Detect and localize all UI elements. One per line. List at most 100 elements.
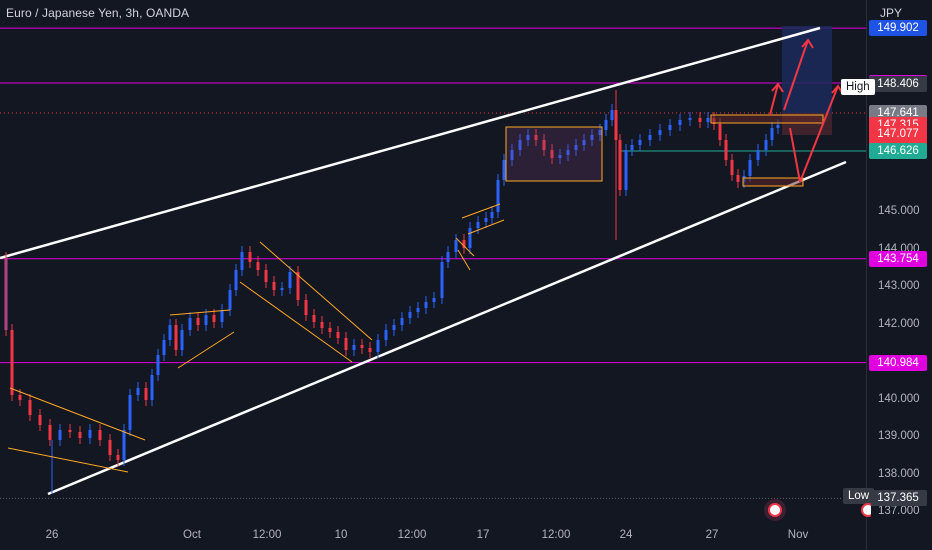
candle (360, 345, 364, 348)
candle (320, 322, 324, 328)
candle (408, 312, 412, 318)
time-axis-label: 12:00 (397, 529, 427, 541)
candle (304, 300, 308, 315)
price-axis-label: 143.000 (878, 280, 920, 292)
candle (220, 310, 224, 322)
projection-box (782, 26, 832, 114)
candle (234, 270, 238, 290)
candle (180, 330, 184, 350)
low-label: Low (843, 488, 875, 504)
price-tag: 148.406 (869, 76, 927, 93)
candle (392, 325, 396, 330)
candle (718, 124, 722, 140)
projection-arrow (783, 39, 809, 111)
candle (344, 338, 348, 350)
candle (706, 118, 710, 122)
candle (28, 400, 32, 415)
candle (336, 332, 340, 338)
candle (18, 395, 22, 400)
candle (328, 328, 332, 332)
price-axis-label: 140.000 (878, 392, 920, 405)
candle (384, 330, 388, 340)
channel-lower (47, 160, 847, 496)
candle (168, 325, 172, 340)
pattern-line (177, 331, 235, 369)
candle (582, 140, 586, 145)
channel-upper (0, 26, 821, 260)
time-axis-label: 12:00 (252, 529, 282, 541)
arrow-head (771, 82, 784, 93)
candle (558, 155, 562, 158)
candle (136, 388, 140, 395)
candle (248, 252, 252, 262)
candle (204, 315, 208, 325)
candle (748, 160, 752, 176)
candle (150, 375, 154, 400)
time-axis-label: Nov (787, 529, 809, 541)
candle (610, 110, 614, 120)
candle (518, 140, 522, 150)
pattern-line (457, 249, 471, 271)
candle (400, 318, 404, 325)
candle (10, 330, 14, 395)
price-axis-label: 139.000 (878, 430, 920, 442)
candle (756, 150, 760, 160)
price-tag: 143.754 (869, 250, 927, 267)
candle (368, 348, 372, 352)
candle (770, 128, 774, 140)
candle (736, 175, 740, 182)
currency-label: JPY (880, 6, 903, 20)
price-axis-label: 145.000 (878, 205, 920, 217)
candle (280, 288, 284, 290)
candle (698, 118, 702, 122)
candle (730, 160, 734, 175)
price-axis-label: 138.000 (878, 467, 920, 480)
candle (604, 120, 608, 130)
candle (256, 262, 260, 270)
candle (776, 125, 780, 128)
consolidation-box (505, 126, 603, 182)
target-icon-small[interactable] (859, 501, 871, 517)
candle (598, 130, 602, 135)
candle (630, 145, 634, 150)
candle (78, 432, 82, 438)
candle (38, 415, 42, 425)
candle (424, 302, 428, 308)
candle (490, 212, 494, 218)
resistance-box (710, 114, 824, 124)
candle (58, 430, 62, 440)
candle (156, 355, 160, 375)
time-axis-label: 26 (45, 529, 59, 541)
candle (228, 290, 232, 310)
target-icon[interactable] (764, 499, 786, 521)
candle (432, 298, 436, 302)
pattern-line (239, 281, 353, 363)
pattern-line (467, 219, 505, 235)
candle (462, 240, 466, 248)
candle (468, 228, 472, 248)
time-axis-label: 24 (619, 529, 633, 541)
candle (68, 430, 72, 432)
candle (624, 150, 628, 190)
candle (566, 150, 570, 155)
time-axis-label: 10 (334, 529, 348, 541)
candle (416, 308, 420, 312)
candle (240, 252, 244, 270)
support-box (742, 177, 804, 187)
candle (510, 150, 514, 160)
projection-arrow (789, 127, 801, 183)
candle (502, 160, 506, 180)
candle (174, 325, 178, 350)
pattern-line (7, 447, 129, 473)
candle (688, 118, 692, 120)
projection-arrow (799, 85, 839, 183)
candle (272, 282, 276, 290)
arrow-head (801, 38, 814, 49)
candle (440, 262, 444, 298)
candle (446, 252, 450, 262)
candle (724, 140, 728, 160)
candle (312, 315, 316, 322)
pattern-line (259, 241, 373, 341)
candle (542, 140, 546, 150)
